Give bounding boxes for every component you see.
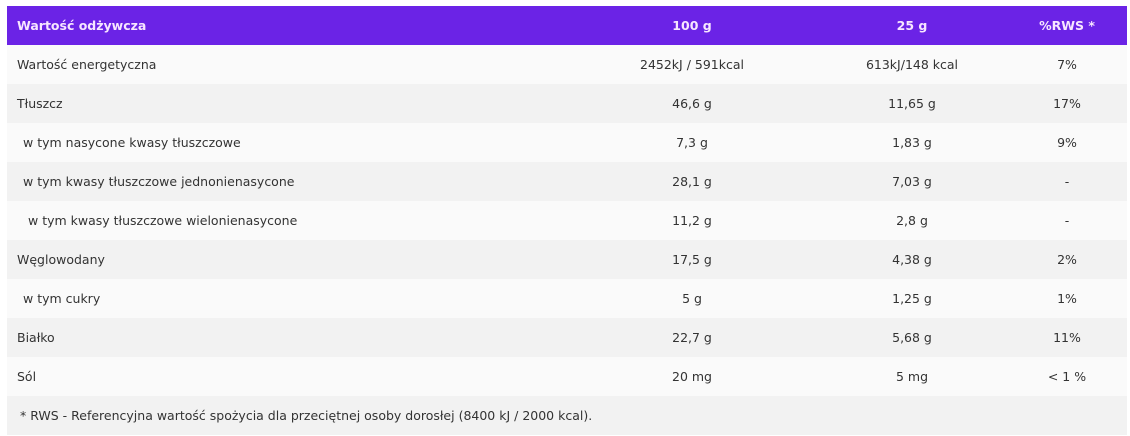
row-label: w tym kwasy tłuszczowe wielonienasycone [7,201,567,240]
value-100g: 22,7 g [567,318,817,357]
header-nutrition-value: Wartość odżywcza [7,6,567,45]
value-rws: 11% [1007,318,1127,357]
table-header: Wartość odżywcza 100 g 25 g %RWS * [7,6,1127,45]
row-label: Węglowodany [7,240,567,279]
value-100g: 17,5 g [567,240,817,279]
value-25g: 4,38 g [817,240,1007,279]
row-label: w tym nasycone kwasy tłuszczowe [7,123,567,162]
table-row: Węglowodany 17,5 g 4,38 g 2% [7,240,1127,279]
header-25g: 25 g [817,6,1007,45]
value-25g: 7,03 g [817,162,1007,201]
value-25g: 5,68 g [817,318,1007,357]
header-100g: 100 g [567,6,817,45]
value-25g: 1,83 g [817,123,1007,162]
value-rws: - [1007,162,1127,201]
value-rws: 1% [1007,279,1127,318]
value-100g: 20 mg [567,357,817,396]
table-row: w tym kwasy tłuszczowe jednonienasycone 2… [7,162,1127,201]
value-100g: 28,1 g [567,162,817,201]
header-rws: %RWS * [1007,6,1127,45]
table-row: Tłuszcz 46,6 g 11,65 g 17% [7,84,1127,123]
value-rws: 9% [1007,123,1127,162]
value-25g: 1,25 g [817,279,1007,318]
value-rws: - [1007,201,1127,240]
row-label: Tłuszcz [7,84,567,123]
table-row: w tym nasycone kwasy tłuszczowe 7,3 g 1,83… [7,123,1127,162]
footnote: * RWS - Referencyjna wartość spożycia dl… [7,396,1127,435]
table-row: Wartość energetyczna 2452kJ / 591kcal 613k… [7,45,1127,84]
value-25g: 2,8 g [817,201,1007,240]
value-100g: 5 g [567,279,817,318]
table-row: w tym cukry 5 g 1,25 g 1% [7,279,1127,318]
nutrition-table: Wartość odżywcza 100 g 25 g %RWS * Warto… [7,6,1127,435]
table-row: Białko 22,7 g 5,68 g 11% [7,318,1127,357]
value-100g: 7,3 g [567,123,817,162]
row-label: Wartość energetyczna [7,45,567,84]
value-rws: 7% [1007,45,1127,84]
value-rws: < 1 % [1007,357,1127,396]
row-label: Sól [7,357,567,396]
table-row: Sól 20 mg 5 mg < 1 % [7,357,1127,396]
row-label: w tym kwasy tłuszczowe jednonienasycone [7,162,567,201]
value-100g: 2452kJ / 591kcal [567,45,817,84]
value-rws: 2% [1007,240,1127,279]
value-rws: 17% [1007,84,1127,123]
value-25g: 5 mg [817,357,1007,396]
table-row: w tym kwasy tłuszczowe wielonienasycone 1… [7,201,1127,240]
row-label: Białko [7,318,567,357]
row-label: w tym cukry [7,279,567,318]
value-25g: 11,65 g [817,84,1007,123]
value-100g: 11,2 g [567,201,817,240]
value-25g: 613kJ/148 kcal [817,45,1007,84]
value-100g: 46,6 g [567,84,817,123]
